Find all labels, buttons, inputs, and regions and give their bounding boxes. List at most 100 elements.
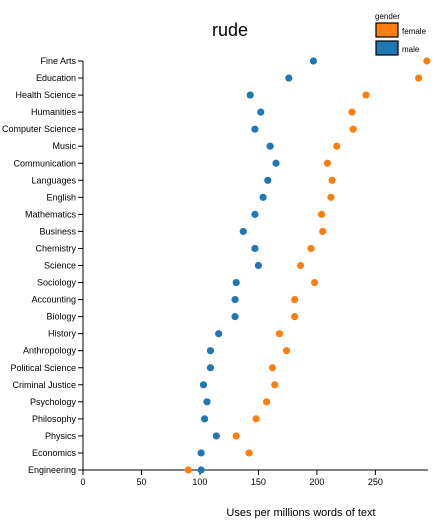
y-tick: Languages [31,175,83,185]
y-tick: Sociology [37,278,83,288]
male-point [259,193,267,201]
y-tick-label: Humanities [31,107,77,117]
y-tick-label: English [46,192,76,202]
x-tick: 200 [309,470,324,487]
female-point [328,176,336,184]
female-point [415,74,423,82]
y-tick-label: Business [39,226,76,236]
y-tick: Economics [32,448,83,458]
y-tick-label: Physics [45,431,77,441]
male-point [206,364,215,372]
legend-item-female: female [375,22,427,38]
female-point [423,57,431,65]
male-point [199,381,208,389]
x-tick: 0 [80,470,86,487]
y-tick-label: Biology [46,312,76,322]
male-point [231,313,239,321]
legend: gender female male [375,12,427,56]
y-tick: Criminal Justice [12,380,83,390]
y-tick: Chemistry [35,243,83,253]
y-tick-label: Languages [31,175,76,185]
legend-label: male [402,45,420,54]
male-point [197,449,205,457]
male-point [272,159,280,167]
y-tick-label: Science [44,261,76,271]
male-point [197,466,205,474]
x-tick-label: 150 [251,477,266,487]
male-point [246,91,254,99]
y-tick-label: Mathematics [25,209,77,219]
y-tick-label: Psychology [30,397,77,407]
y-tick: Anthropology [23,346,83,356]
male-point [266,142,274,150]
y-tick: Political Science [10,363,83,373]
y-tick: Fine Arts [40,56,83,66]
y-tick: Humanities [31,107,83,117]
y-tick: Education [36,73,83,83]
y-tick-label: Sociology [37,278,77,288]
y-tick-label: Accounting [31,295,76,305]
y-tick: Engineering [28,465,83,475]
x-axis: 0 50 100 150 200 250 [80,469,428,487]
male-point [285,74,293,82]
male-point [254,261,263,270]
female-point [349,125,357,133]
series-female [184,57,431,474]
male-point [251,125,259,133]
female-point [310,278,319,287]
female-point [317,210,326,218]
female-point [291,295,299,304]
y-tick-label: Fine Arts [40,56,76,66]
female-point [268,364,277,372]
y-tick: Accounting [31,295,83,305]
y-tick: Physics [45,431,83,441]
male-point [264,176,272,184]
male-point [309,57,317,65]
female-point [362,91,370,99]
x-tick-label: 0 [80,477,85,487]
y-tick: History [48,329,83,339]
y-axis: Fine Arts Education Health Science Humaniti… [2,56,84,475]
chart-title: rude [212,20,248,40]
female-point [275,330,284,338]
y-tick-label: History [48,329,77,339]
y-tick: Biology [46,312,83,322]
male-point [232,278,240,287]
y-tick: Science [44,261,83,271]
x-tick: 50 [136,470,146,487]
data-points [184,57,431,474]
y-tick: English [46,192,83,202]
female-point [327,193,335,201]
female-point [245,449,253,457]
legend-label: female [402,27,427,36]
male-point [257,108,265,116]
male-point [203,398,211,406]
male-point [251,244,259,253]
y-tick-label: Political Science [10,363,76,373]
male-point [231,295,239,304]
female-point [282,347,291,355]
y-tick-label: Economics [32,448,77,458]
x-tick-label: 100 [192,477,207,487]
y-tick-label: Health Science [15,90,76,100]
y-tick-label: Anthropology [23,346,77,356]
female-point [319,227,327,236]
y-tick-label: Engineering [28,465,76,475]
male-point [251,210,259,218]
y-tick-label: Philosophy [32,414,77,424]
x-tick-label: 200 [309,477,324,487]
y-tick-label: Computer Science [2,124,76,134]
y-tick: Mathematics [25,209,83,219]
y-tick-label: Chemistry [35,243,76,253]
x-tick-label: 250 [368,477,383,487]
x-axis-label: Uses per millions words of text [226,507,375,519]
y-tick-label: Criminal Justice [12,380,76,390]
y-tick-label: Communication [13,158,76,168]
y-tick: Business [39,226,83,236]
female-point [333,142,341,150]
x-tick-label: 50 [136,477,146,487]
male-point [201,415,209,423]
y-tick-label: Education [36,73,76,83]
female-point [232,432,240,440]
female-point [252,415,260,423]
